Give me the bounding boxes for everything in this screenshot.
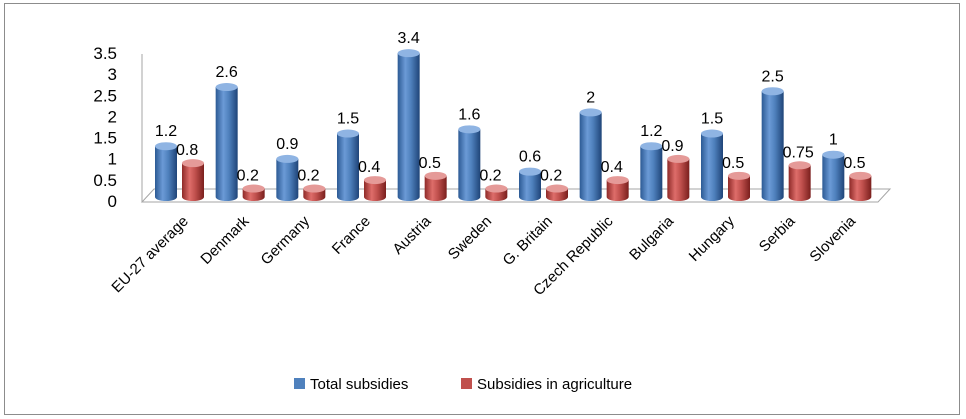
bar-total-subsidies: [701, 129, 723, 201]
data-label: 0.2: [540, 168, 562, 185]
data-label: 2.6: [216, 64, 238, 81]
category-label: Sweden: [445, 213, 495, 263]
bar-total-subsidies: [579, 108, 602, 201]
bar-total-subsidies: [640, 142, 663, 201]
bar-total-subsidies: [458, 125, 481, 201]
bar-total-subsidies: [397, 49, 420, 202]
category-labels-layer: EU-27 average Denmark Germany France Austria…: [108, 212, 859, 299]
category-label: Hungary: [686, 212, 738, 264]
data-label: 0.4: [358, 159, 380, 176]
data-label: 2: [586, 89, 595, 106]
y-axis: 0 0.5 1 1.5 2 2.5 3 3.5: [93, 44, 143, 211]
data-label: 0.75: [783, 144, 814, 161]
data-label: 0.2: [237, 168, 259, 185]
bar-total-subsidies: [155, 142, 177, 201]
data-label: 0.5: [722, 155, 744, 172]
category-label: EU-27 average: [108, 213, 191, 296]
bar-subsidies-agriculture: [182, 159, 204, 201]
category-label: Slovenia: [806, 212, 859, 265]
category-label: Germany: [258, 212, 314, 268]
legend: Total subsidies Subsidies in agriculture: [294, 376, 632, 393]
legend-swatch: [461, 378, 472, 389]
legend-label: Total subsidies: [310, 376, 408, 393]
data-label: 1.2: [155, 123, 177, 140]
chart-frame: [4, 3, 960, 415]
data-label: 0.2: [479, 168, 501, 185]
category-label: G. Britain: [500, 213, 556, 269]
data-label: 1.5: [337, 111, 359, 128]
data-labels-layer: 1.2 0.8 2.6 0.2 0.9 0.2 1.5 0.4 3.4 0.5 1.6 0.2 0.6 0…: [155, 30, 866, 184]
bar-total-subsidies: [215, 83, 238, 201]
y-tick-label: 3.5: [93, 44, 117, 63]
bar-subsidies-agriculture: [424, 171, 447, 201]
bar-total-subsidies: [761, 87, 784, 201]
bar-total-subsidies: [337, 129, 359, 201]
category-label: France: [329, 213, 374, 258]
bars-layer: [155, 49, 872, 202]
y-tick-label: 1.5: [93, 129, 117, 148]
category-label: Denmark: [197, 212, 252, 267]
data-label: 0.9: [661, 138, 683, 155]
category-label: Serbia: [756, 212, 799, 255]
y-tick-label: 0.5: [93, 171, 117, 190]
bar-subsidies-agriculture: [667, 154, 690, 201]
bar-subsidies-agriculture: [728, 171, 750, 201]
category-label: Austria: [389, 212, 434, 257]
y-tick-label: 0: [108, 192, 117, 211]
data-label: 0.2: [297, 168, 319, 185]
data-label: 0.4: [601, 159, 623, 176]
data-label: 1.6: [458, 106, 480, 123]
bar-total-subsidies: [276, 154, 299, 201]
data-label: 3.4: [398, 30, 420, 47]
y-tick-label: 2.5: [93, 86, 117, 105]
bar-total-subsidies: [822, 150, 845, 201]
data-label: 1.5: [701, 111, 723, 128]
bar-subsidies-agriculture: [788, 161, 811, 201]
y-tick-label: 3: [108, 65, 117, 84]
legend-swatch: [294, 378, 305, 389]
data-label: 0.9: [276, 136, 298, 153]
bar-subsidies-agriculture: [606, 176, 629, 201]
bar-subsidies-agriculture: [303, 184, 326, 201]
bar-subsidies-agriculture: [242, 184, 265, 201]
data-label: 0.6: [519, 149, 541, 166]
bar-subsidies-agriculture: [849, 171, 872, 201]
data-label: 0.5: [419, 155, 441, 172]
legend-label: Subsidies in agriculture: [477, 376, 632, 393]
data-label: 1.2: [640, 123, 662, 140]
data-label: 2.5: [762, 68, 784, 85]
data-label: 0.8: [176, 142, 198, 159]
y-tick-label: 1: [108, 150, 117, 169]
bar-subsidies-agriculture: [364, 176, 386, 201]
data-label: 0.5: [843, 155, 865, 172]
y-tick-label: 2: [108, 107, 117, 126]
bar-subsidies-agriculture: [546, 184, 568, 201]
bar-subsidies-agriculture: [485, 184, 508, 201]
bar-total-subsidies: [519, 167, 541, 201]
data-label: 1: [829, 132, 838, 149]
category-label: Bulgaria: [626, 212, 677, 263]
